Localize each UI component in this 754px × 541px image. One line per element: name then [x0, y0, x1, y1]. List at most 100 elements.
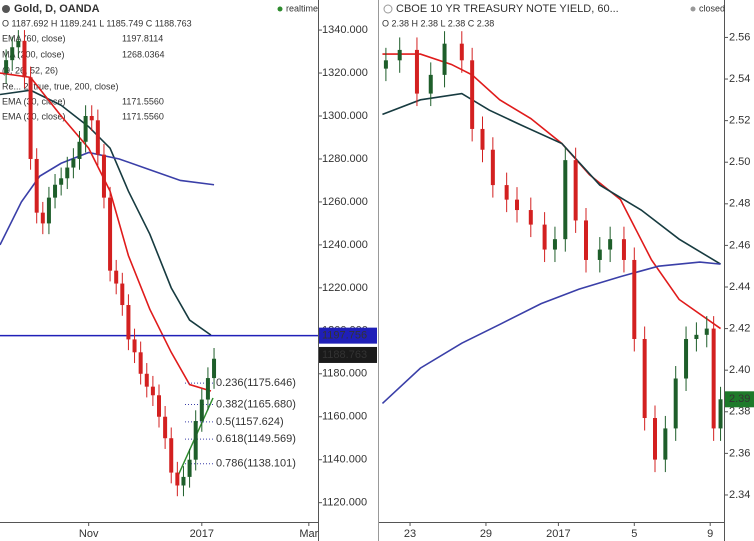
x-tick-label: 23 [404, 528, 416, 540]
candle-body [89, 116, 94, 121]
ohlc-readout: O 1187.692 H 1189.241 L 1185.749 C 1188.… [2, 18, 192, 28]
candle-body [163, 416, 168, 439]
y-tick-label: 2.40 [729, 364, 750, 376]
candle-body [101, 154, 106, 198]
last-price-label: 2.39 [729, 393, 750, 405]
candle-body [108, 197, 113, 271]
candle-body [718, 399, 723, 429]
x-tick-label: 5 [631, 528, 637, 540]
candle-body [490, 149, 495, 186]
fib-label: 0.382(1165.680) [216, 398, 296, 410]
candle-body [169, 438, 174, 473]
candle-body [175, 472, 180, 486]
candle-body [694, 334, 699, 339]
y-tick-label: 2.50 [729, 156, 750, 168]
candle-body [584, 220, 588, 260]
indicator-value: 1268.0364 [122, 49, 165, 59]
candle-body [205, 378, 210, 400]
x-tick-label: 2017 [190, 528, 214, 540]
candle-body [212, 358, 217, 379]
candle-body [663, 428, 668, 460]
candle-body [711, 328, 716, 429]
candle-body [77, 141, 82, 159]
y-tick-label: 2.34 [729, 489, 750, 501]
indicator-name: EMA (30, close) [2, 111, 66, 121]
symbol-icon [383, 4, 393, 14]
y-tick-label: 1260.000 [322, 196, 368, 208]
candle-body [53, 184, 58, 198]
y-tick-label: 2.48 [729, 198, 750, 210]
last-price-box [725, 391, 754, 408]
candle-body [397, 49, 402, 61]
y-tick-label: 2.44 [729, 281, 750, 293]
status: realtime [286, 3, 318, 13]
indicator-line [382, 92, 721, 265]
candle-body [181, 476, 186, 486]
candle-body [504, 185, 509, 200]
candle-body [132, 339, 137, 353]
y-tick-label: 1220.000 [322, 282, 368, 294]
indicator-name: EMA (60, close) [2, 33, 66, 43]
candle-body [528, 210, 533, 225]
indicator-name: MA (200, close) [2, 49, 65, 59]
last-price-label: 1188.763 [322, 349, 367, 361]
price-label-box [319, 327, 377, 344]
candle-body [383, 60, 388, 69]
candle-body [480, 128, 485, 150]
candle-body [653, 418, 657, 460]
candle-body [46, 197, 51, 224]
y-tick-label: 1320.000 [322, 67, 368, 79]
candle-body [414, 49, 419, 94]
indicator-value: 1171.5560 [122, 111, 164, 121]
status: closed [699, 3, 725, 13]
y-tick-label: 2.52 [729, 115, 750, 127]
y-tick-label: 1140.000 [322, 454, 367, 466]
fib-label: 0.786(1138.101) [216, 458, 296, 470]
candle-body [573, 160, 578, 221]
chart-title: CBOE 10 YR TREASURY NOTE YIELD, 60... [396, 3, 619, 15]
indicator-name: Re... 2, true, true, 200, close) [2, 81, 119, 91]
candle-body [34, 158, 39, 213]
y-tick-label: 2.54 [729, 73, 750, 85]
y-tick-label: 2.36 [729, 447, 750, 459]
candle-body [95, 120, 100, 155]
candle-body [187, 459, 192, 477]
indicator-line [0, 151, 215, 246]
last-price-box [319, 346, 377, 363]
candle-body [199, 399, 204, 422]
candle-body [597, 249, 602, 260]
candle-body [684, 338, 689, 379]
symbol-icon [2, 5, 10, 13]
candle-body [552, 239, 557, 250]
indicator-value: 1171.5560 [122, 96, 164, 106]
candle-body [470, 60, 475, 129]
price-label: 1197.756 [322, 330, 367, 342]
candle-body [542, 224, 547, 250]
candle-body [40, 212, 45, 224]
y-tick-label: 1340.000 [322, 24, 368, 36]
chart-title: Gold, D, OANDA [14, 3, 100, 15]
candle-body [563, 160, 568, 240]
candle-body [65, 167, 70, 179]
candle-body [642, 338, 647, 419]
status-dot [690, 6, 696, 12]
candle-body [673, 378, 678, 429]
y-tick-label: 2.38 [729, 406, 750, 418]
candle-body [126, 305, 131, 340]
candle-body [114, 270, 119, 284]
candle-body [632, 259, 637, 339]
candle-body [428, 74, 433, 94]
candle-body [4, 60, 9, 74]
indicator-name: EMA (30, close) [2, 96, 66, 106]
y-tick-label: 1240.000 [322, 239, 368, 251]
indicator-line [381, 261, 721, 405]
candle-body [83, 116, 88, 142]
y-tick-label: 2.42 [729, 322, 750, 334]
candle-body [157, 395, 161, 417]
x-tick-label: 2017 [546, 528, 570, 540]
candle-body [150, 386, 155, 396]
candle-body [16, 40, 21, 48]
candle-body [138, 352, 143, 374]
candle-body [59, 178, 64, 185]
